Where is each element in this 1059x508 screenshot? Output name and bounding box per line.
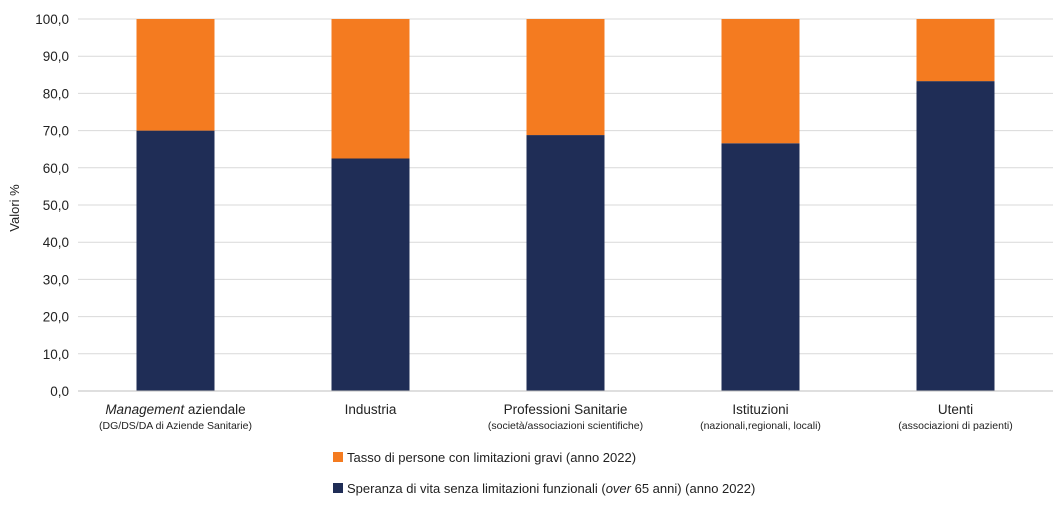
legend: Tasso di persone con limitazioni gravi (… [333, 450, 755, 496]
x-category-label: Utenti [938, 402, 973, 417]
bar-segment-speranza [136, 130, 215, 391]
legend-label: Tasso di persone con limitazioni gravi (… [347, 450, 636, 465]
y-tick-label: 70,0 [43, 124, 69, 139]
x-category-label: Professioni Sanitarie [504, 402, 628, 417]
x-category-sublabel: (società/associazioni scientifiche) [488, 420, 643, 432]
y-tick-label: 80,0 [43, 86, 69, 101]
x-category-sublabel: (associazioni di pazienti) [898, 420, 1012, 432]
bar-segment-tasso [916, 19, 995, 82]
bar-segment-tasso [721, 19, 800, 144]
y-tick-label: 40,0 [43, 235, 69, 250]
y-tick-label: 20,0 [43, 310, 69, 325]
y-tick-label: 50,0 [43, 198, 69, 213]
axes: 0,0 10,0 20,0 30,0 40,0 50,0 60,0 70,0 80,0 90,0 1… [35, 12, 1053, 399]
bar-segment-speranza [916, 81, 995, 392]
x-category-label: Industria [345, 402, 397, 417]
bar-segment-speranza [721, 143, 800, 391]
bar-segment-tasso [136, 19, 215, 131]
bar-segment-speranza [331, 158, 410, 391]
x-category-label: Istituzioni [732, 402, 788, 417]
y-tick-label: 0,0 [50, 384, 69, 399]
y-tick-label: 60,0 [43, 161, 69, 176]
bar-segment-tasso [526, 19, 605, 136]
x-category-sublabel: (DG/DS/DA di Aziende Sanitarie) [99, 420, 252, 432]
x-category-label: Management aziendale [105, 402, 245, 417]
legend-swatch [333, 483, 343, 493]
x-axis-labels: Management aziendale (DG/DS/DA di Aziende… [99, 402, 1013, 432]
legend-swatch [333, 452, 343, 462]
y-tick-label: 100,0 [35, 12, 69, 27]
legend-label: Speranza di vita senza limitazioni funzi… [347, 481, 755, 496]
bars [136, 19, 995, 392]
y-tick-label: 90,0 [43, 49, 69, 64]
bar-segment-speranza [526, 135, 605, 391]
bar-segment-tasso [331, 19, 410, 159]
y-tick-label: 30,0 [43, 272, 69, 287]
y-tick-label: 10,0 [43, 347, 69, 362]
x-category-sublabel: (nazionali,regionali, locali) [700, 420, 821, 432]
y-axis-title: Valori % [7, 184, 22, 232]
